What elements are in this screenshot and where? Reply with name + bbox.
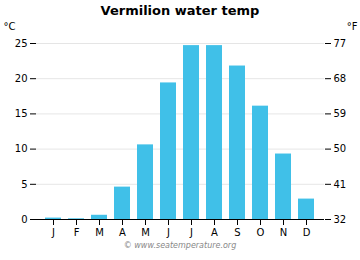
svg-text:M: M — [95, 227, 104, 238]
svg-text:A: A — [211, 227, 218, 238]
svg-text:68: 68 — [334, 73, 347, 84]
svg-text:°F: °F — [347, 21, 358, 32]
svg-text:5: 5 — [21, 179, 27, 190]
svg-text:A: A — [119, 227, 126, 238]
html-text:© www.seatemperature.org: © www.seatemperature.org — [123, 241, 237, 250]
svg-text:N: N — [280, 227, 287, 238]
svg-text:D: D — [303, 227, 311, 238]
svg-text:41: 41 — [334, 179, 347, 190]
svg-text:0: 0 — [21, 214, 27, 225]
svg-text:25: 25 — [15, 38, 28, 49]
svg-text:10: 10 — [15, 143, 28, 154]
svg-text:32: 32 — [334, 214, 347, 225]
svg-text:59: 59 — [334, 108, 347, 119]
svg-text:J: J — [51, 227, 55, 238]
svg-text:J: J — [189, 227, 193, 238]
svg-text:S: S — [234, 227, 240, 238]
svg-text:°C: °C — [4, 21, 16, 32]
svg-text:77: 77 — [334, 38, 347, 49]
html-text:Vermilion water temp: Vermilion water temp — [100, 3, 260, 18]
svg-text:J: J — [166, 227, 170, 238]
svg-text:50: 50 — [334, 143, 347, 154]
svg-text:15: 15 — [15, 108, 28, 119]
svg-text:F: F — [74, 227, 80, 238]
svg-text:O: O — [257, 227, 265, 238]
svg-text:M: M — [141, 227, 150, 238]
svg-text:20: 20 — [15, 73, 28, 84]
